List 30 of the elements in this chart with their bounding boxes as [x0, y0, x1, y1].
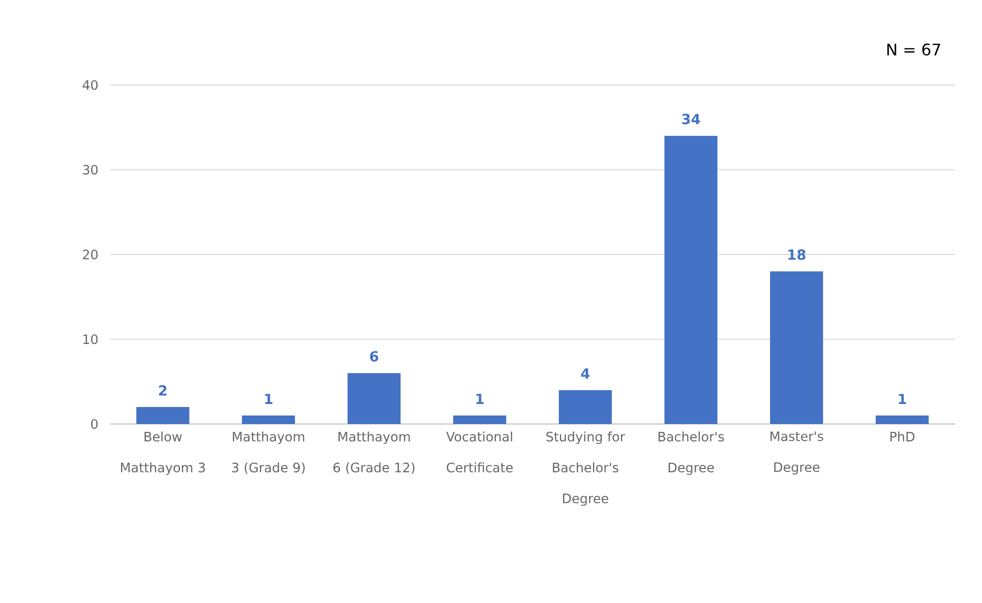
bar	[770, 271, 824, 424]
bar	[876, 416, 929, 424]
bar	[558, 390, 612, 424]
category-label: Matthayom 6 (Grade 12)	[334, 432, 414, 474]
y-tick-label: 10	[83, 334, 98, 344]
data-label: 4	[581, 368, 590, 379]
y-tick-label: 0	[91, 419, 98, 429]
category-label: Master's Degree	[770, 432, 824, 475]
bar	[242, 416, 295, 424]
bar	[664, 136, 718, 424]
data-label: 1	[898, 394, 906, 404]
y-tick-label: 40	[82, 80, 98, 90]
category-label: Vocational Certificate	[446, 432, 513, 472]
data-label: 6	[370, 351, 378, 362]
category-label: Bachelor's Degree	[658, 432, 724, 475]
data-label: 2	[159, 385, 166, 396]
data-label: 1	[265, 394, 272, 404]
data-label: 18	[788, 249, 806, 260]
category-label: Matthayom 3 (Grade 9)	[232, 432, 305, 474]
y-tick-label: 20	[82, 250, 98, 260]
bar	[453, 416, 506, 424]
x-tick-label: PhD	[890, 432, 914, 442]
category-label: Below Matthayom 3	[121, 432, 205, 475]
y-tick-label: 30	[82, 164, 98, 175]
bar	[136, 407, 190, 424]
data-label: 1	[476, 394, 484, 404]
text: N = 67	[887, 44, 940, 56]
category-label: Studying for Bachelor's Degree	[546, 432, 626, 506]
bar	[348, 373, 401, 424]
data-label: 34	[682, 114, 700, 124]
